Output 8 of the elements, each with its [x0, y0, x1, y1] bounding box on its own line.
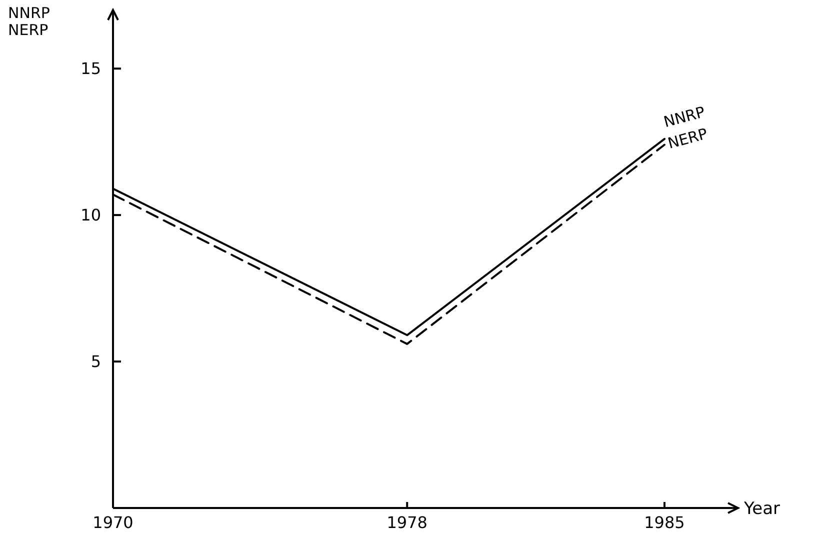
- y-tick-label: 10: [80, 206, 101, 225]
- x-tick-label: 1985: [644, 513, 685, 532]
- x-axis-title: Year: [743, 498, 780, 519]
- y-axis-title: NNRP NERP: [8, 4, 50, 39]
- y-tick-label: 5: [90, 352, 101, 372]
- y-tick-label: 15: [80, 59, 101, 78]
- x-tick-label: 1978: [386, 513, 428, 532]
- x-tick-label: 1970: [92, 513, 134, 532]
